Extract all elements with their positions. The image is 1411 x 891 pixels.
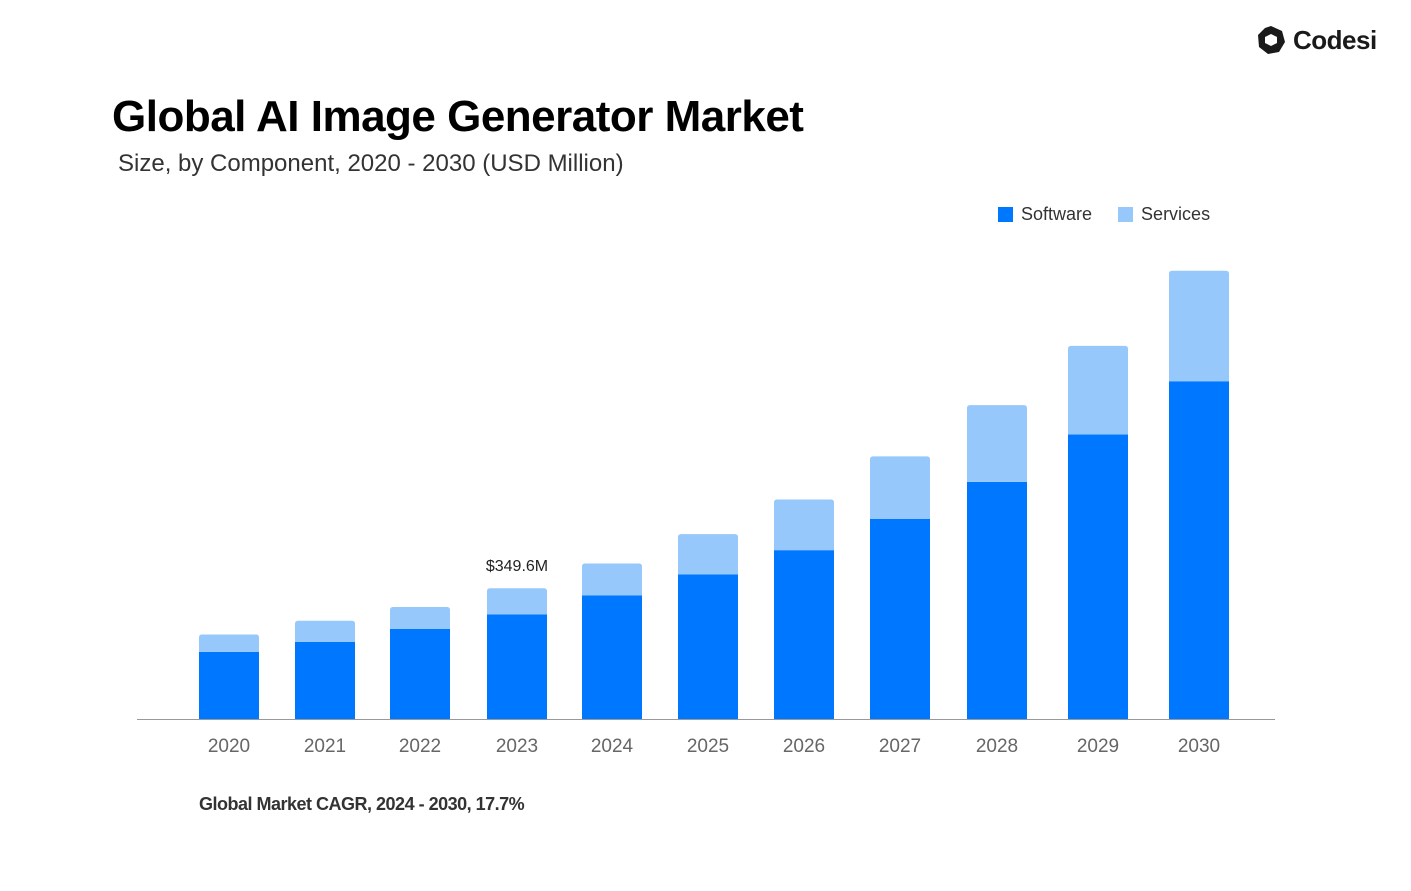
chart-title: Global AI Image Generator Market (112, 92, 804, 141)
legend-item-software: Software (998, 204, 1092, 225)
x-tick-label-2024: 2024 (591, 736, 634, 757)
brand-logo: Codesi (1255, 24, 1377, 56)
bar-software-2023 (487, 614, 547, 719)
legend-item-services: Services (1118, 204, 1210, 225)
x-tick-label-2021: 2021 (304, 736, 346, 757)
bar-software-2029 (1068, 434, 1128, 719)
brand-name: Codesi (1293, 24, 1377, 55)
x-tick-label-2029: 2029 (1077, 736, 1119, 757)
bar-services-2025 (678, 534, 738, 575)
bar-services-2027 (870, 456, 930, 519)
data-label-2023: $349.6M (486, 558, 548, 575)
bar-services-2029 (1068, 345, 1128, 435)
chart-subtitle: Size, by Component, 2020 - 2030 (USD Mil… (118, 150, 624, 177)
legend-swatch-services (1118, 207, 1134, 222)
bar-software-2025 (678, 574, 738, 719)
bar-services-2021 (295, 620, 355, 642)
bar-services-2023 (487, 588, 547, 615)
x-tick-label-2025: 2025 (687, 736, 729, 757)
x-tick-label-2030: 2030 (1178, 736, 1220, 757)
cagr-footnote: Global Market CAGR, 2024 - 2030, 17.7% (199, 794, 525, 814)
bar-services-2028 (967, 405, 1027, 482)
bar-software-2021 (295, 641, 355, 719)
bar-services-2020 (199, 634, 259, 652)
bar-software-2027 (870, 518, 930, 719)
x-tick-label-2020: 2020 (208, 736, 250, 757)
bar-software-2026 (774, 550, 834, 719)
bar-software-2030 (1169, 381, 1229, 719)
x-tick-label-2027: 2027 (879, 736, 921, 757)
bar-software-2024 (582, 595, 642, 719)
legend-swatch-software (998, 207, 1013, 222)
bar-software-2020 (199, 651, 259, 719)
x-tick-label-2028: 2028 (976, 736, 1018, 757)
x-tick-label-2026: 2026 (783, 736, 825, 757)
bar-services-2026 (774, 499, 834, 551)
bar-services-2024 (582, 563, 642, 596)
bar-software-2022 (390, 628, 450, 719)
chart-legend: Software Services (998, 204, 1210, 225)
bar-services-2030 (1169, 270, 1229, 382)
x-tick-label-2023: 2023 (496, 736, 538, 757)
bar-services-2022 (390, 606, 450, 629)
legend-label-software: Software (1021, 204, 1093, 224)
bar-software-2028 (967, 481, 1027, 719)
x-tick-label-2022: 2022 (399, 736, 441, 757)
codesi-logo-icon (1258, 26, 1285, 54)
legend-label-services: Services (1141, 204, 1211, 224)
